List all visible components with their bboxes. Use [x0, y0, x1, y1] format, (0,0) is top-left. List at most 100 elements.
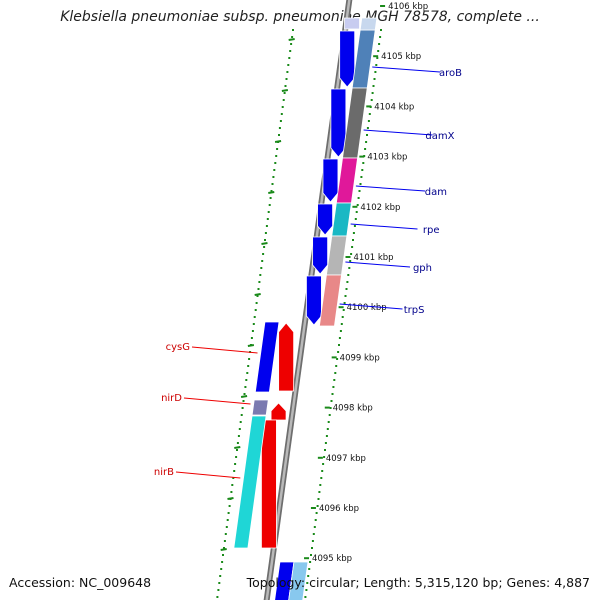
- ruler-dot: [226, 519, 229, 521]
- ruler-dot: [367, 120, 370, 122]
- ruler-dot: [312, 533, 315, 535]
- gene-label-rpe: rpe: [423, 225, 440, 236]
- ruler-dot: [264, 239, 266, 241]
- ruler-dot: [365, 141, 368, 143]
- ruler-dot: [371, 92, 374, 94]
- ruler-dot: [341, 316, 344, 318]
- gene-label-dam: dam: [425, 187, 447, 198]
- tick-label: 4100 kbp: [347, 303, 387, 313]
- tick-label: 4102 kbp: [360, 203, 400, 213]
- tick-label: 4105 kbp: [381, 52, 421, 62]
- tick-label: 4106 kbp: [388, 2, 428, 12]
- ruler-dot: [232, 477, 235, 479]
- ruler-dot: [278, 134, 280, 136]
- ruler-dot: [308, 568, 311, 570]
- ruler-dot: [327, 421, 330, 423]
- tick-label: 4101 kbp: [354, 253, 394, 263]
- ruler-dot: [221, 561, 224, 563]
- ruler-dot: [362, 162, 365, 164]
- ruler-dot: [263, 246, 266, 248]
- ruler-dot: [234, 463, 237, 465]
- gene-label-cysG: cysG: [166, 342, 190, 353]
- cog-band: [288, 561, 309, 600]
- ruler-major-tick: [261, 242, 268, 245]
- ruler-dot: [223, 540, 226, 542]
- ruler-dot: [337, 351, 340, 353]
- cog-band: [351, 29, 376, 89]
- ruler-dot: [283, 92, 286, 94]
- ruler-dot: [269, 197, 272, 199]
- ruler-dot: [223, 547, 225, 549]
- ruler-dot: [265, 225, 268, 227]
- gene-label-aroB: aroB: [439, 68, 462, 79]
- ruler-dot: [279, 120, 282, 122]
- ruler-dot: [359, 183, 362, 185]
- ruler-dot: [333, 379, 336, 381]
- ruler-dot: [366, 127, 369, 129]
- ruler-dot: [284, 85, 287, 87]
- cog-band: [331, 202, 352, 237]
- ruler-dot: [245, 379, 248, 381]
- forward-gene-arrow: [312, 236, 329, 275]
- gene-leader-line: [350, 223, 418, 230]
- ruler-dot: [350, 253, 353, 255]
- ruler-dot: [311, 547, 313, 549]
- ruler-dot: [264, 232, 267, 234]
- tick-label: 4098 kbp: [333, 404, 373, 414]
- ruler-dot: [260, 267, 263, 269]
- forward-gene-arrow: [344, 17, 360, 30]
- ruler-dot: [349, 260, 352, 262]
- ruler-dot: [262, 253, 265, 255]
- gene-leader-line: [355, 185, 426, 192]
- ruler-major-tick: [234, 446, 241, 449]
- ruler-dot: [321, 470, 324, 472]
- ruler-dot: [261, 260, 264, 262]
- tick-label: 4097 kbp: [326, 454, 366, 464]
- forward-gene-arrow: [339, 30, 356, 88]
- ruler-dot: [311, 540, 314, 542]
- cog-band: [359, 17, 378, 31]
- ruler-major-tick: [281, 89, 289, 92]
- ruler-dot: [271, 183, 274, 185]
- gene-leader-line: [363, 129, 433, 136]
- gene-leader-line: [175, 471, 241, 479]
- ruler-dot: [289, 50, 292, 52]
- ruler-dot: [310, 554, 312, 556]
- ruler-major-tick: [247, 344, 255, 347]
- ruler-dot: [220, 568, 223, 570]
- ruler-dot: [273, 169, 276, 171]
- ruler-dot: [253, 316, 256, 318]
- ruler-dot: [340, 323, 343, 325]
- ruler-dot: [304, 596, 307, 598]
- ruler-major-tick: [220, 548, 227, 551]
- ruler-dot: [239, 421, 242, 423]
- ruler-major-tick: [288, 38, 295, 41]
- ruler-dot: [267, 211, 270, 213]
- ruler-dot: [368, 113, 371, 115]
- gene-label-nirB: nirB: [154, 467, 174, 478]
- ruler-dot: [323, 456, 326, 458]
- ruler-dot: [342, 309, 345, 311]
- ruler-dot: [255, 302, 258, 304]
- ruler-dot: [247, 365, 250, 367]
- ruler-dot: [259, 274, 262, 276]
- ruler-dot: [306, 582, 309, 584]
- gene-label-trpS: trpS: [404, 305, 425, 316]
- ruler-dot: [292, 29, 294, 31]
- ruler-dot: [266, 218, 269, 220]
- gene-label-gph: gph: [413, 263, 432, 274]
- ruler-dot: [324, 442, 327, 444]
- ruler-major-tick: [240, 395, 248, 398]
- ruler-dot: [330, 400, 333, 402]
- ruler-dot: [257, 288, 260, 290]
- ruler-dot: [375, 64, 378, 66]
- ruler-major-tick: [227, 497, 234, 500]
- ruler-dot: [290, 43, 293, 45]
- ruler-dot: [217, 589, 220, 591]
- ruler-dot: [305, 589, 308, 591]
- ruler-dot: [233, 470, 236, 472]
- gene-label-nirD: nirD: [161, 393, 182, 404]
- cog-band: [251, 399, 269, 416]
